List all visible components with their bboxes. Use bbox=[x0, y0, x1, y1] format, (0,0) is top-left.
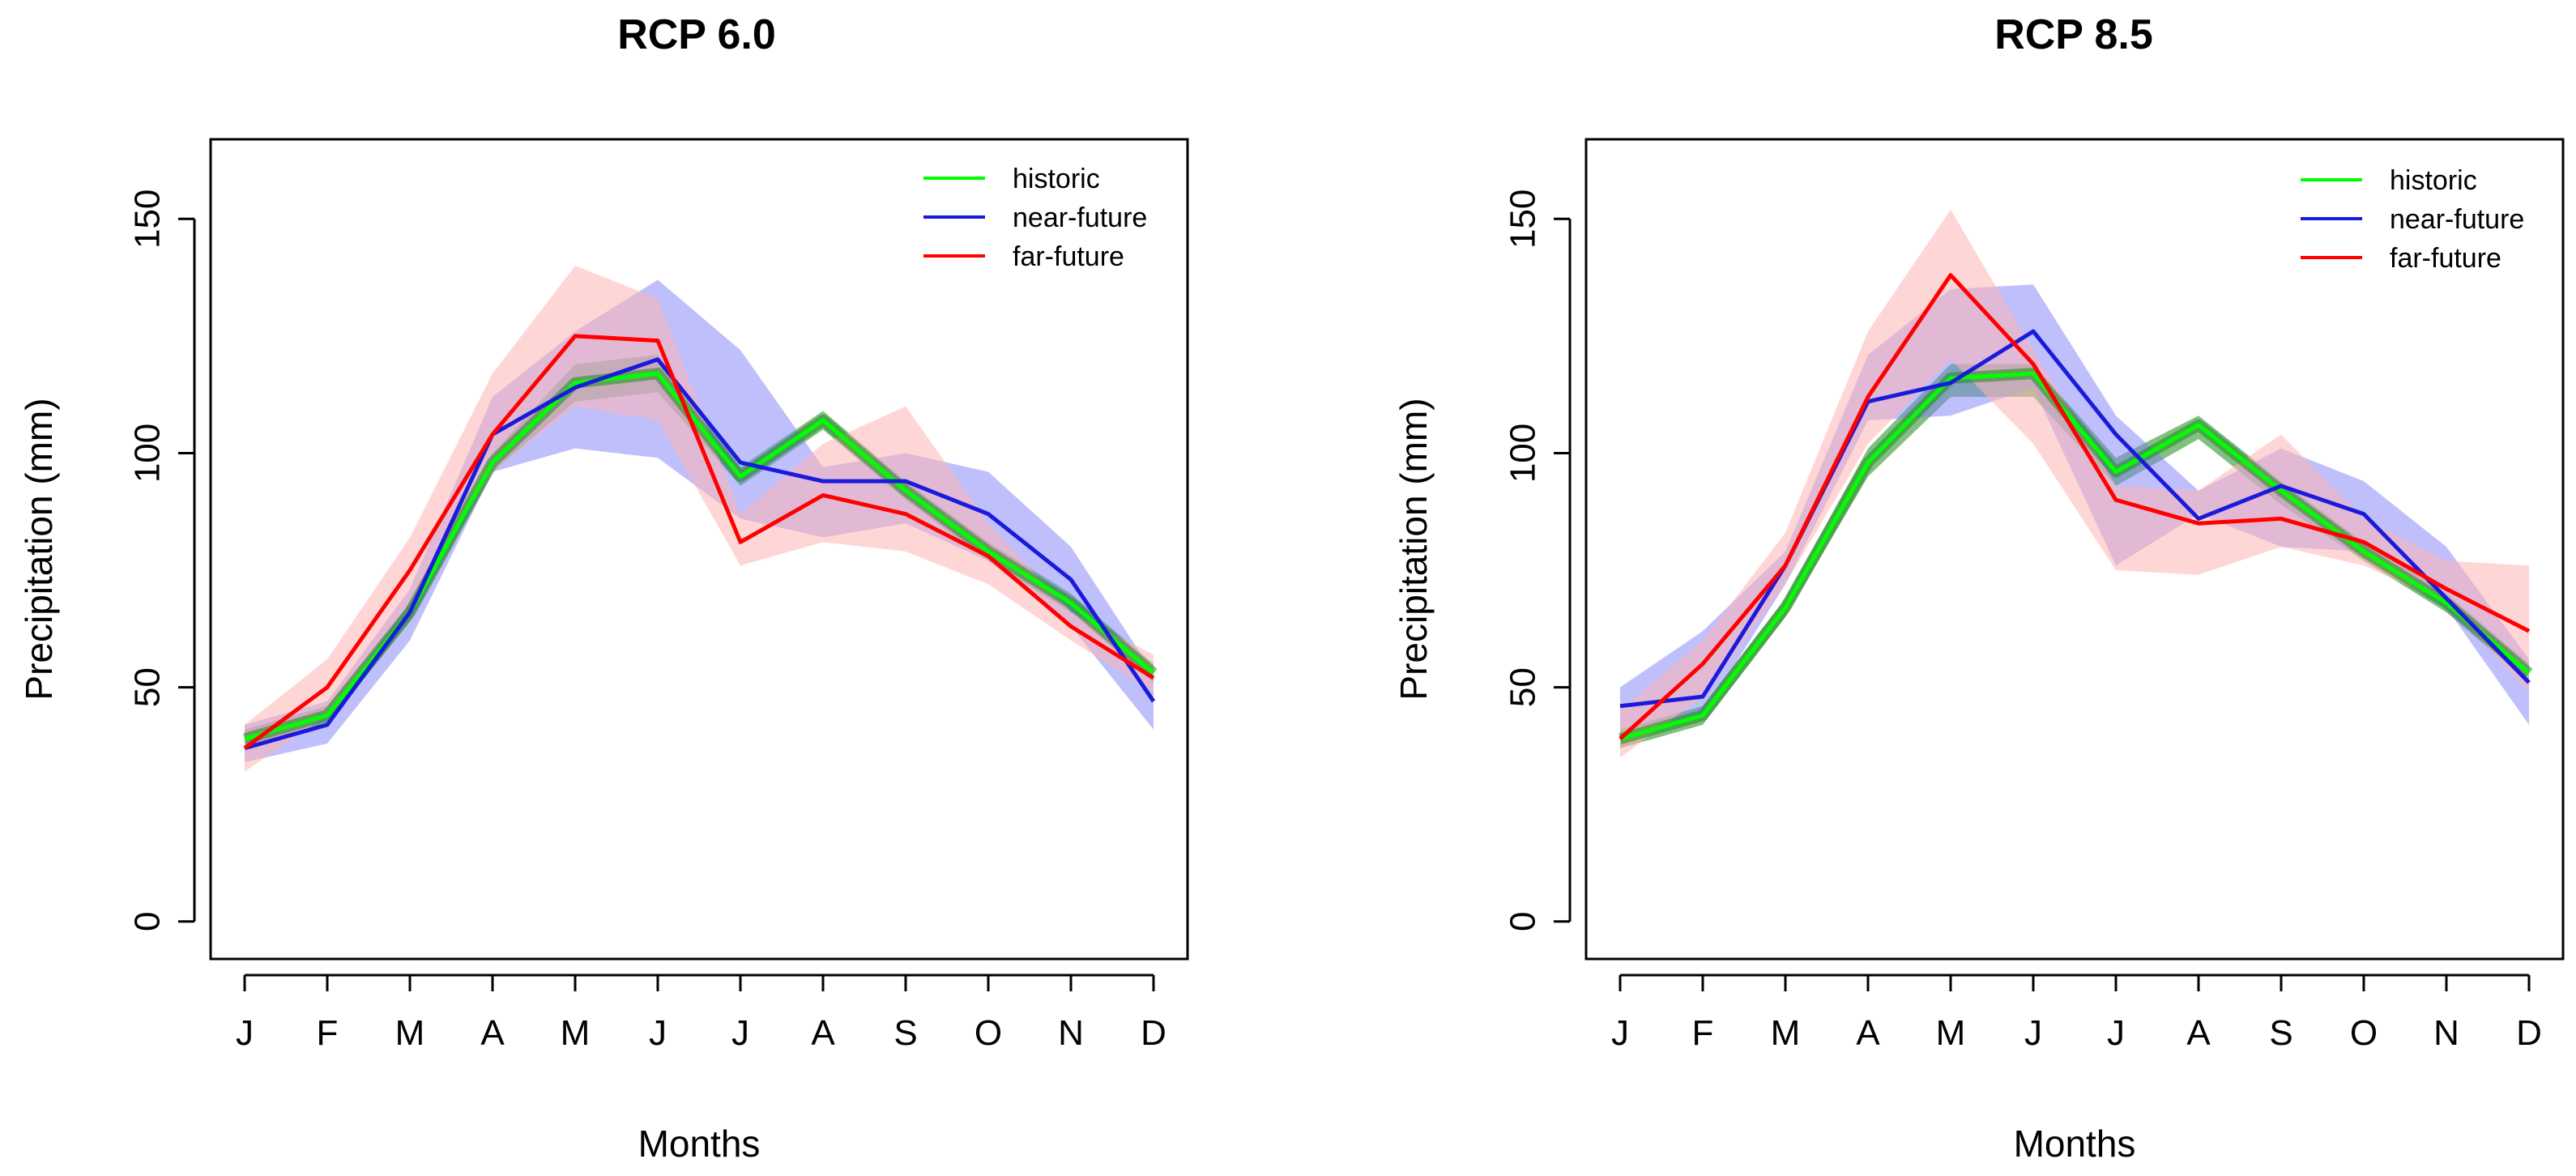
x-tick-label: D bbox=[1141, 1013, 1166, 1053]
x-tick-label: F bbox=[1692, 1013, 1714, 1053]
x-tick-label: D bbox=[2516, 1013, 2542, 1053]
x-axis-label: Months bbox=[2014, 1123, 2136, 1165]
x-tick-label: S bbox=[2269, 1013, 2292, 1053]
x-tick-label: A bbox=[1856, 1013, 1880, 1053]
x-tick-label: J bbox=[731, 1013, 749, 1053]
x-tick-label: J bbox=[236, 1013, 254, 1053]
x-tick-label: A bbox=[480, 1013, 505, 1053]
legend: historic near-future far-future bbox=[2301, 165, 2524, 274]
chart-title: RCP 8.5 bbox=[1994, 11, 2153, 58]
x-tick-label: N bbox=[1058, 1013, 1084, 1053]
legend-label-near-future: near-future bbox=[2390, 204, 2524, 235]
legend-label-historic: historic bbox=[1013, 164, 1100, 194]
x-tick-label: N bbox=[2433, 1013, 2459, 1053]
y-axis-label: Precipitation (mm) bbox=[1392, 398, 1435, 700]
legend-label-far-future: far-future bbox=[2390, 243, 2501, 274]
x-tick-label: O bbox=[2350, 1013, 2378, 1053]
y-tick-label: 50 bbox=[1503, 667, 1543, 707]
legend-label-historic: historic bbox=[2390, 165, 2477, 196]
y-axis-label: Precipitation (mm) bbox=[18, 398, 60, 700]
chart-panel-rcp-8-5: RCP 8.5 J F M A M J J A S O N D Months 0 50 100 150 Precip… bbox=[1392, 11, 2565, 1165]
band-near-future bbox=[1620, 284, 2529, 730]
x-tick-label: A bbox=[2186, 1013, 2211, 1053]
line-historic bbox=[1619, 371, 2531, 741]
x-tick-label: M bbox=[561, 1013, 591, 1053]
band-far-future bbox=[1620, 209, 2529, 758]
chart-panel-rcp-6-0: RCP 6.0 J F M A M J J A S O N D Months 0 50 100 150 Precip… bbox=[18, 11, 1189, 1165]
y-tick-label: 150 bbox=[1503, 190, 1543, 249]
x-tick-label: M bbox=[1936, 1013, 1966, 1053]
line-near-future bbox=[1619, 329, 2531, 709]
band-near-future bbox=[245, 279, 1154, 763]
x-tick-label: J bbox=[649, 1013, 667, 1053]
plot-frame bbox=[1584, 138, 2565, 961]
x-tick-label: O bbox=[975, 1013, 1002, 1053]
legend-label-near-future: near-future bbox=[1013, 202, 1147, 233]
x-tick-label: A bbox=[811, 1013, 835, 1053]
x-tick-label: M bbox=[395, 1013, 425, 1053]
y-tick-label: 150 bbox=[128, 190, 168, 249]
x-tick-label: S bbox=[893, 1013, 917, 1053]
y-tick-label: 100 bbox=[128, 424, 168, 483]
x-tick-label: F bbox=[317, 1013, 339, 1053]
y-tick-label: 0 bbox=[1503, 911, 1543, 931]
plot-frame bbox=[209, 138, 1189, 961]
line-far-future bbox=[243, 334, 1155, 750]
x-tick-label: J bbox=[1611, 1013, 1629, 1053]
band-far-future bbox=[245, 266, 1154, 772]
y-tick-label: 0 bbox=[128, 911, 168, 931]
line-far-future bbox=[1619, 273, 2531, 741]
y-tick-label: 50 bbox=[128, 667, 168, 707]
legend: historic near-future far-future bbox=[923, 164, 1147, 272]
x-tick-label: J bbox=[2107, 1013, 2125, 1053]
y-tick-label: 100 bbox=[1503, 424, 1543, 483]
line-near-future bbox=[244, 357, 1156, 751]
x-tick-label: M bbox=[1771, 1013, 1801, 1053]
x-tick-label: J bbox=[2024, 1013, 2042, 1053]
legend-label-far-future: far-future bbox=[1013, 241, 1124, 272]
x-axis-label: Months bbox=[638, 1123, 761, 1165]
chart-title: RCP 6.0 bbox=[617, 11, 776, 58]
